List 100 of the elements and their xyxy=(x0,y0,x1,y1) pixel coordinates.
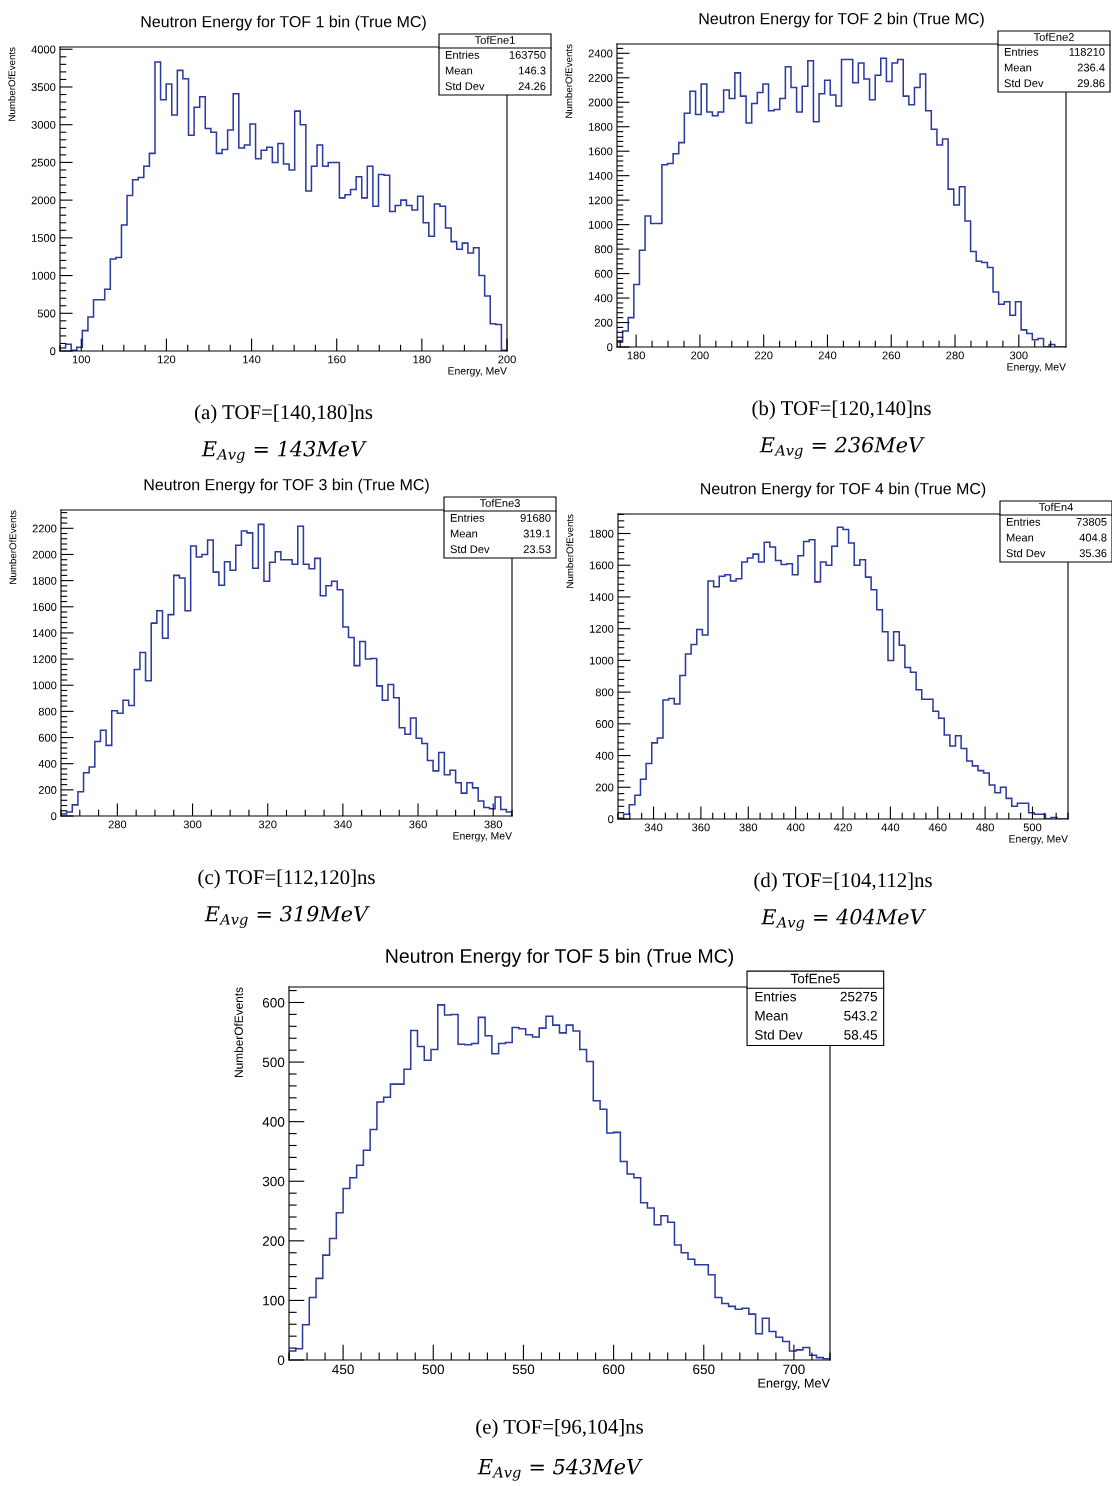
x-tick-label: 140 xyxy=(243,355,261,364)
chart-title: Neutron Energy for TOF 4 bin (True MC) xyxy=(701,482,986,498)
annotation: Mean xyxy=(1004,63,1032,72)
x-tick-label: 260 xyxy=(882,351,901,360)
y-tick-label: 600 xyxy=(38,733,57,742)
x-axis-title: Energy, MeV xyxy=(758,1378,830,1391)
y-axis-title: NumberOfEvents xyxy=(234,987,243,1077)
y-tick-label: 3500 xyxy=(31,83,56,92)
y-tick-label: 0 xyxy=(50,347,56,356)
text: 146.3 xyxy=(519,66,546,75)
text: TofEne1 xyxy=(474,35,515,44)
x-axis-title: Energy, MeV xyxy=(448,367,507,377)
annotation: Mean xyxy=(755,1011,788,1021)
y-tick-label: 200 xyxy=(595,783,614,792)
annotation: Entries xyxy=(755,991,797,1002)
y-axis-title: NumberOfEvents xyxy=(9,510,17,584)
x-tick-label: 500 xyxy=(422,1364,445,1375)
text: E$_{Avg}$ = 236MeV xyxy=(759,436,925,459)
x-tick-label: 340 xyxy=(644,823,663,832)
y-tick-label: 1600 xyxy=(588,147,613,156)
y-tick-label: 800 xyxy=(38,707,57,716)
x-axis-title: Energy, MeV xyxy=(1007,363,1066,373)
text: 118210 xyxy=(1069,47,1105,56)
y-tick-label: 4000 xyxy=(31,45,56,54)
text: (b) TOF=[120,140]ns xyxy=(752,400,931,420)
text: (e) TOF=[96,104]ns xyxy=(476,1419,643,1438)
text: 58.45 xyxy=(844,1030,878,1040)
y-tick-label: 2400 xyxy=(588,49,613,58)
y-tick-label: 3000 xyxy=(31,120,56,129)
chart-title: Neutron Energy for TOF 1 bin (True MC) xyxy=(141,15,426,31)
text: 319.1 xyxy=(523,529,551,538)
x-tick-label: 440 xyxy=(881,823,900,832)
y-tick-label: 1800 xyxy=(589,529,614,538)
y-axis-title: NumberOfEvents xyxy=(566,514,574,588)
y-tick-label: 200 xyxy=(594,318,613,327)
annotation: Entries xyxy=(1004,47,1039,56)
x-tick-label: 100 xyxy=(72,355,91,364)
annotation: Entries xyxy=(450,513,485,522)
text: (a) TOF=[140,180]ns xyxy=(195,404,373,424)
text: E$_{Avg}$ = 143MeV xyxy=(201,440,367,463)
y-tick-label: 1200 xyxy=(32,655,57,664)
y-tick-label: 200 xyxy=(262,1236,285,1246)
y-tick-label: 1800 xyxy=(32,576,57,585)
chart-title: Neutron Energy for TOF 2 bin (True MC) xyxy=(699,12,984,28)
y-tick-label: 2000 xyxy=(32,550,57,559)
y-tick-label: 1800 xyxy=(588,122,613,131)
text: TofEne5 xyxy=(790,973,840,984)
text: 24.26 xyxy=(518,82,546,91)
text: 404.8 xyxy=(1079,533,1107,542)
text: E$_{Avg}$ = 543MeV xyxy=(477,1458,643,1481)
annotation: Mean xyxy=(1006,533,1034,542)
y-tick-label: 1200 xyxy=(588,196,613,205)
y-tick-label: 400 xyxy=(38,759,57,768)
text: 543.2 xyxy=(844,1010,877,1021)
y-axis-title: NumberOfEvents xyxy=(565,44,573,118)
x-tick-label: 420 xyxy=(833,823,852,832)
y-tick-label: 0 xyxy=(277,1355,285,1366)
y-tick-label: 1600 xyxy=(32,603,57,611)
y-tick-label: 600 xyxy=(262,997,285,1008)
y-tick-label: 100 xyxy=(263,1295,285,1306)
annotation: Std Dev xyxy=(450,544,490,554)
text: TofEn4 xyxy=(1038,502,1073,511)
text: 29.86 xyxy=(1077,79,1105,88)
y-tick-label: 800 xyxy=(595,688,614,697)
x-axis-title: Energy, MeV xyxy=(453,832,512,842)
y-tick-label: 1200 xyxy=(589,624,614,633)
y-tick-label: 1600 xyxy=(589,561,614,570)
text: 73805 xyxy=(1076,517,1107,526)
x-tick-label: 200 xyxy=(691,351,709,360)
text: 23.53 xyxy=(523,545,551,554)
x-axis-title: Energy, MeV xyxy=(1009,835,1068,845)
y-tick-label: 800 xyxy=(594,245,613,254)
y-tick-label: 500 xyxy=(37,309,56,318)
annotation: Std Dev xyxy=(754,1029,803,1040)
annotation: Std Dev xyxy=(1006,548,1046,558)
annotation: Mean xyxy=(445,66,473,75)
x-tick-label: 320 xyxy=(258,820,277,829)
y-tick-label: 2200 xyxy=(588,74,613,82)
y-tick-label: 2000 xyxy=(31,196,56,205)
annotation: Entries xyxy=(445,50,480,59)
text: E$_{Avg}$ = 404MeV xyxy=(761,908,927,931)
y-tick-label: 1500 xyxy=(31,234,56,242)
text: (c) TOF=[112,120]ns xyxy=(198,869,375,889)
y-tick-label: 400 xyxy=(595,751,614,760)
x-tick-label: 460 xyxy=(928,823,947,832)
text: 25275 xyxy=(840,991,878,1002)
y-tick-label: 1000 xyxy=(588,220,613,229)
x-tick-label: 120 xyxy=(158,355,176,364)
chart-title: Neutron Energy for TOF 5 bin (True MC) xyxy=(386,948,734,967)
y-tick-label: 0 xyxy=(608,815,614,824)
x-tick-label: 400 xyxy=(786,823,805,832)
x-tick-label: 360 xyxy=(409,820,427,829)
x-tick-label: 650 xyxy=(693,1364,715,1375)
annotation: Entries xyxy=(1006,517,1041,526)
y-tick-label: 2000 xyxy=(588,98,613,107)
x-tick-label: 380 xyxy=(739,823,758,832)
y-tick-label: 0 xyxy=(51,812,57,821)
annotation: Mean xyxy=(450,529,478,538)
text: TofEne3 xyxy=(479,498,520,507)
x-tick-label: 700 xyxy=(783,1364,805,1375)
